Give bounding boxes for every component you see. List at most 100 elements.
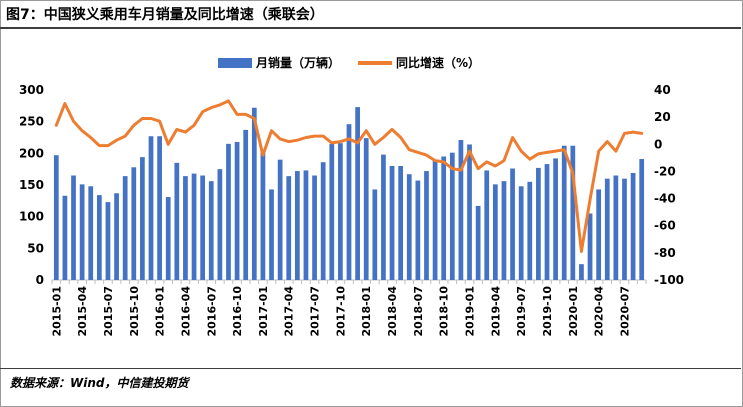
right-tick-label: -100 [654, 273, 684, 287]
sales-bar [96, 195, 102, 280]
right-tick-label: 40 [654, 83, 671, 97]
sales-bar [114, 193, 119, 280]
left-tick-label: 50 [27, 241, 44, 255]
x-tick-label: 2019-10 [541, 286, 554, 337]
sales-bar [88, 186, 94, 280]
x-tick-label: 2017-10 [334, 286, 347, 337]
x-tick-label: 2018-07 [412, 286, 425, 337]
source-rule [0, 368, 741, 369]
left-tick-label: 250 [19, 115, 44, 129]
x-tick-label: 2020-04 [593, 286, 606, 337]
right-tick-label: 20 [654, 110, 671, 124]
sales-bar [587, 213, 593, 280]
left-tick-label: 200 [19, 146, 44, 160]
sales-bar [518, 186, 524, 280]
left-tick-label: 150 [19, 178, 44, 192]
x-tick-label: 2016-01 [154, 286, 167, 337]
right-tick-label: 0 [654, 137, 662, 151]
sales-bar [165, 197, 171, 280]
sales-bar [320, 162, 326, 280]
sales-bar [622, 178, 627, 280]
sales-bar [355, 107, 360, 280]
sales-bar [53, 155, 59, 280]
left-tick-label: 300 [19, 83, 44, 97]
sales-bar [613, 175, 619, 280]
right-tick-label: -80 [654, 246, 676, 260]
sales-bar [467, 144, 472, 280]
sales-bar [105, 202, 111, 280]
sales-bar [536, 167, 541, 280]
sales-bar [424, 171, 429, 280]
x-tick-label: 2015-10 [128, 286, 141, 337]
source-note: 数据来源：Wind，中信建投期货 [10, 376, 189, 390]
sales-bar [363, 138, 369, 280]
x-tick-label: 2018-10 [438, 286, 451, 337]
sales-bar [338, 143, 343, 280]
sales-bar [475, 205, 481, 280]
sales-bar [398, 166, 404, 280]
right-tick-label: -20 [654, 164, 676, 178]
sales-bar [140, 157, 145, 280]
sales-bar [492, 184, 498, 280]
sales-bar [251, 107, 257, 280]
left-tick-label: 0 [36, 273, 44, 287]
sales-bar [286, 176, 292, 280]
sales-bar [226, 143, 231, 280]
sales-bar [122, 176, 128, 280]
sales-bar [234, 141, 240, 280]
x-tick-label: 2020-07 [618, 286, 631, 337]
left-tick-label: 100 [19, 210, 44, 224]
sales-bar [243, 129, 249, 280]
sales-chart: 月销量（万辆） 同比增速（%） 050100150200250300-100-8… [19, 55, 684, 337]
x-tick-label: 2016-10 [231, 286, 244, 337]
sales-bar [432, 159, 438, 280]
sales-bar [372, 189, 378, 280]
sales-bar [527, 181, 533, 280]
sales-bar [277, 159, 283, 280]
sales-bar [406, 174, 412, 280]
sales-bar [596, 189, 602, 280]
sales-bar [294, 171, 300, 280]
sales-bar [553, 158, 558, 280]
x-tick-label: 2020-01 [567, 286, 580, 337]
figure-title: 图7：中国狭义乘用车月销量及同比增速（乘联会） [6, 7, 324, 23]
sales-bar [260, 150, 266, 280]
legend-swatch-sales [218, 58, 252, 68]
sales-bar [79, 184, 85, 280]
right-tick-label: -40 [654, 192, 676, 206]
legend-label-sales: 月销量（万辆） [255, 55, 340, 70]
title-rule [0, 27, 741, 29]
bar-series [53, 107, 645, 280]
sales-bar [62, 195, 68, 280]
legend-label-yoy: 同比增速（%） [396, 55, 480, 70]
x-tick-label: 2019-01 [464, 286, 477, 337]
x-tick-label: 2017-07 [309, 286, 322, 337]
sales-bar [458, 140, 464, 280]
sales-bar [131, 167, 137, 280]
x-tick-label: 2018-01 [360, 286, 373, 337]
sales-bar [510, 168, 515, 280]
sales-bar [269, 189, 274, 280]
x-tick-label: 2015-07 [102, 286, 115, 337]
sales-bar [174, 162, 180, 280]
x-tick-label: 2019-04 [489, 286, 502, 337]
sales-bar [604, 178, 610, 280]
x-tick-label: 2015-04 [76, 286, 89, 337]
chart-legend: 月销量（万辆） 同比增速（%） [218, 55, 480, 70]
line-series [54, 99, 644, 253]
sales-bar [157, 136, 162, 280]
x-tick-label: 2015-01 [50, 286, 63, 337]
sales-bar [191, 173, 197, 280]
sales-bar [449, 152, 455, 280]
sales-bar [561, 145, 567, 280]
x-tick-label: 2018-04 [386, 286, 399, 337]
right-tick-label: -60 [654, 219, 676, 233]
sales-bar [381, 154, 386, 280]
sales-bar [329, 143, 335, 280]
sales-bar [217, 169, 223, 280]
x-tick-label: 2016-04 [179, 286, 192, 337]
sales-bar [544, 164, 550, 280]
sales-bar [415, 180, 421, 280]
chart-axes: 0 50 100 150 200 250 300 -100 -80 -60 -40 -20 0 20 40 2… [19, 83, 684, 337]
sales-bar [639, 159, 645, 280]
